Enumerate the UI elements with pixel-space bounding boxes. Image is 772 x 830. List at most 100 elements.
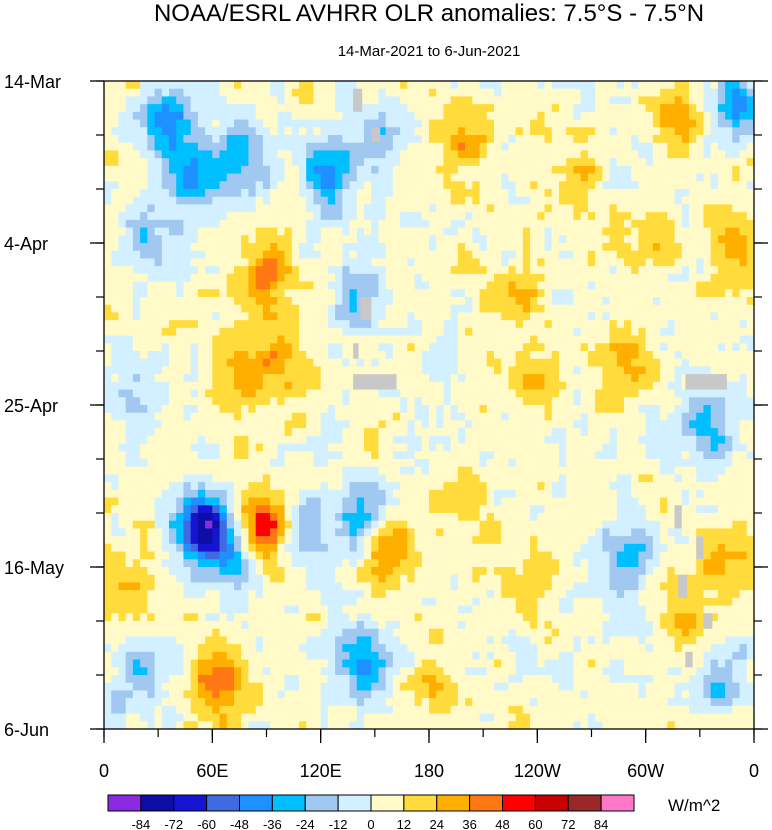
field-cell (710, 405, 719, 414)
field-cell (638, 397, 647, 406)
field-cell (284, 281, 293, 290)
field-cell (132, 459, 141, 468)
field-cell (645, 435, 654, 445)
field-cell (544, 428, 553, 437)
field-cell (631, 327, 640, 337)
field-cell (407, 405, 416, 414)
field-cell (313, 273, 322, 283)
field-cell (472, 327, 481, 337)
field-cell (255, 489, 264, 499)
field-cell (226, 150, 235, 159)
field-cell (703, 235, 712, 244)
field-cell (378, 405, 387, 414)
field-cell (602, 142, 611, 152)
field-cell (537, 142, 546, 152)
field-cell (501, 111, 510, 121)
field-cell (118, 489, 127, 499)
field-cell (234, 451, 242, 460)
field-cell (573, 104, 582, 113)
field-cell (479, 304, 488, 314)
field-cell (392, 165, 401, 175)
field-cell (197, 320, 206, 329)
field-cell (241, 366, 250, 375)
field-cell (241, 358, 250, 368)
field-cell (696, 88, 705, 98)
field-cell (457, 227, 466, 236)
field-cell (638, 281, 647, 290)
field-cell (378, 443, 387, 452)
field-cell (717, 181, 726, 190)
field-cell (118, 250, 127, 260)
field-cell (270, 88, 278, 98)
field-cell (378, 397, 387, 406)
field-cell (429, 235, 437, 244)
field-cell (652, 459, 661, 468)
field-cell (725, 135, 733, 144)
field-cell (132, 127, 141, 136)
field-cell (465, 443, 473, 452)
field-cell (183, 266, 192, 275)
field-cell (667, 420, 676, 429)
field-cell (652, 428, 661, 437)
field-cell (277, 320, 286, 329)
field-cell (674, 389, 683, 398)
field-cell (371, 366, 380, 375)
field-cell (255, 258, 264, 267)
field-cell (551, 304, 560, 314)
field-cell (674, 466, 683, 476)
field-cell (407, 366, 416, 375)
field-cell (696, 165, 705, 175)
field-cell (717, 243, 726, 252)
field-cell (421, 351, 430, 360)
field-cell (378, 366, 387, 375)
field-cell (219, 111, 228, 121)
field-cell (609, 304, 618, 314)
field-cell (739, 366, 748, 375)
field-cell (183, 219, 192, 229)
field-cell (270, 335, 278, 344)
field-cell (104, 389, 112, 398)
field-cell (226, 366, 235, 375)
field-cell (241, 81, 250, 90)
field-cell (703, 273, 712, 283)
field-cell (443, 289, 452, 298)
field-cell (494, 351, 502, 360)
field-cell (703, 258, 712, 267)
field-cell (392, 335, 401, 344)
field-cell (169, 327, 177, 337)
field-cell (161, 443, 170, 452)
field-cell (169, 81, 177, 90)
field-cell (580, 443, 589, 452)
field-cell (327, 459, 336, 468)
field-cell (349, 420, 358, 429)
field-cell (183, 281, 192, 290)
field-cell (154, 459, 163, 468)
field-cell (681, 343, 690, 352)
field-cell (703, 266, 712, 275)
field-cell (183, 142, 192, 152)
field-cell (147, 489, 156, 499)
field-cell (349, 320, 358, 329)
field-cell (739, 204, 748, 213)
field-cell (364, 289, 372, 298)
field-cell (450, 266, 459, 275)
field-cell (602, 412, 611, 422)
field-cell (465, 96, 473, 105)
field-cell (660, 127, 668, 136)
field-cell (631, 111, 640, 121)
field-cell (674, 343, 683, 352)
field-cell (299, 304, 307, 314)
field-cell (710, 459, 719, 468)
field-cell (689, 150, 697, 159)
field-cell (551, 273, 560, 283)
field-cell (414, 111, 423, 121)
field-cell (154, 135, 163, 144)
field-cell (262, 474, 271, 483)
field-cell (573, 420, 582, 429)
field-cell (392, 204, 401, 213)
field-cell (522, 281, 531, 290)
field-cell (371, 111, 380, 121)
field-cell (436, 443, 445, 452)
field-cell (732, 374, 741, 383)
field-cell (291, 397, 300, 406)
